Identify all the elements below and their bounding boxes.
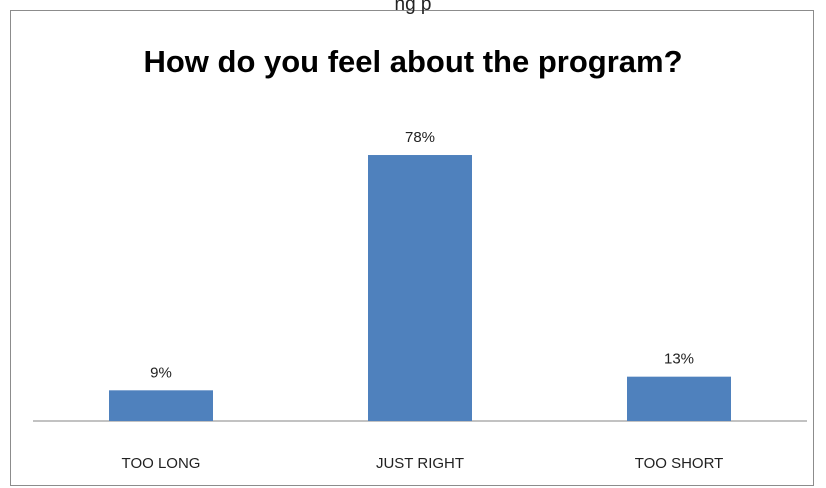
bar-too-long: [109, 390, 213, 421]
cropped-heading-fragment: ng p: [394, 0, 432, 15]
category-label: JUST RIGHT: [376, 455, 464, 472]
category-labels-group: TOO LONG JUST RIGHT TOO SHORT: [122, 455, 724, 472]
bar-chart-plot: 9% 78% 13% TOO LONG JUST RIGHT TOO SHORT: [33, 129, 807, 472]
chart-area: How do you feel about the program? 9% 78%…: [10, 10, 814, 486]
chart-title: How do you feel about the program?: [143, 44, 683, 79]
data-label: 9%: [150, 364, 172, 381]
category-label: TOO SHORT: [635, 455, 724, 472]
data-label: 13%: [664, 351, 694, 368]
value-labels-group: 9% 78% 13%: [150, 129, 694, 381]
bar-too-short: [627, 376, 731, 421]
bars-group: [109, 155, 731, 421]
category-label: TOO LONG: [122, 455, 201, 472]
bar-just-right: [368, 155, 472, 421]
data-label: 78%: [405, 129, 435, 146]
